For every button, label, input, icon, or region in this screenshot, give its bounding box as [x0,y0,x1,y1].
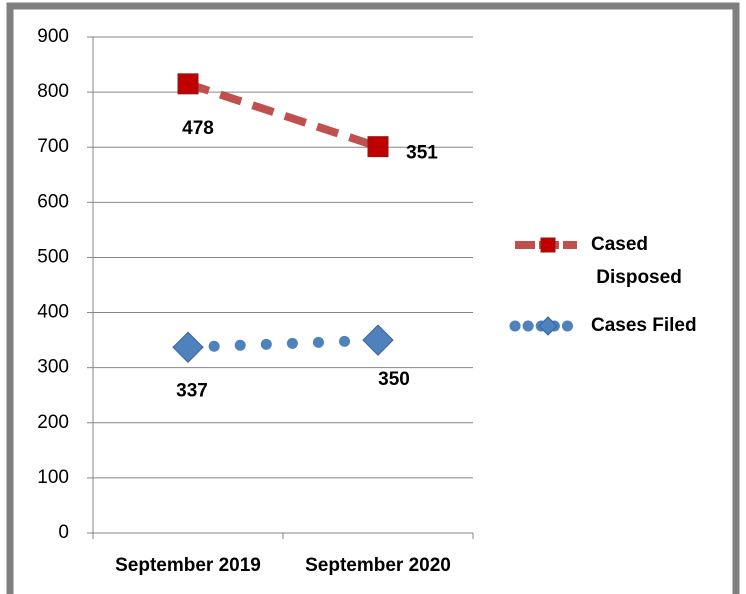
y-tick-label: 0 [58,522,69,543]
y-tick-label: 200 [37,412,69,433]
marker [367,136,389,158]
y-tick-label: 100 [37,467,69,488]
data-label: 337 [176,380,208,401]
x-tick-label: September 2020 [305,555,451,576]
y-tick-label: 900 [37,26,69,47]
series-line [182,334,384,353]
marker [538,316,558,336]
marker [362,324,394,356]
marker [540,237,556,253]
y-tick-label: 300 [37,357,69,378]
chart-frame [6,2,740,594]
marker [177,73,199,95]
y-tick-label: 400 [37,302,69,323]
x-tick-label: September 2019 [115,555,261,576]
y-tick-label: 500 [37,246,69,267]
data-label: 478 [182,118,214,139]
y-tick-label: 700 [37,136,69,157]
y-tick-label: 600 [37,191,69,212]
marker [172,331,204,363]
data-label: 351 [406,143,438,164]
y-tick-label: 800 [37,81,69,102]
data-label: 350 [378,369,410,390]
legend-label: Cased Disposed [591,234,682,288]
legend-label: Cases Filed [591,315,697,336]
